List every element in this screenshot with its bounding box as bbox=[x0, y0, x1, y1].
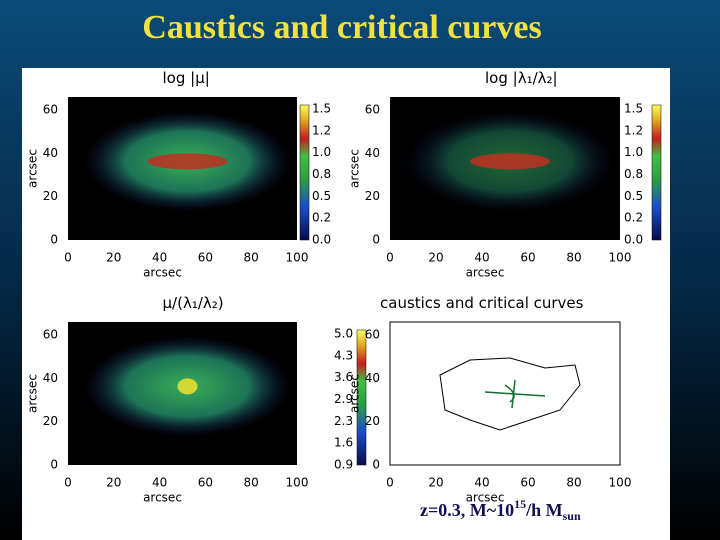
y-tick-label: 0 bbox=[372, 233, 380, 247]
colorbar-label: 1.0 bbox=[312, 145, 331, 159]
y-tick-label: 40 bbox=[43, 371, 58, 385]
x-axis-label: arcsec bbox=[143, 491, 182, 505]
x-tick-label: 100 bbox=[609, 251, 632, 265]
x-tick-label: 40 bbox=[152, 476, 167, 490]
x-tick-label: 20 bbox=[106, 476, 121, 490]
x-tick-label: 60 bbox=[198, 251, 213, 265]
colorbar-label: 1.2 bbox=[624, 123, 643, 137]
colorbar-label: 2.9 bbox=[334, 392, 353, 406]
critical-curve bbox=[439, 357, 581, 431]
colorbar-label: 1.6 bbox=[334, 436, 353, 450]
caustic bbox=[484, 379, 546, 409]
x-tick-label: 20 bbox=[428, 251, 443, 265]
map-core bbox=[147, 153, 228, 170]
y-axis-label: arcsec bbox=[348, 374, 362, 413]
x-tick-label: 0 bbox=[64, 251, 72, 265]
caption-unit: /h M bbox=[525, 500, 563, 520]
panel: μ/(λ₁/λ₂) 60 40 20 00 20 40 60 80 100 arcsec arcsec… bbox=[26, 294, 367, 505]
y-tick-label: 40 bbox=[365, 146, 380, 160]
colorbar-label: 2.3 bbox=[334, 414, 353, 428]
y-axis-label: arcsec bbox=[348, 149, 362, 188]
x-tick-label: 0 bbox=[64, 476, 72, 490]
y-axis-label: arcsec bbox=[26, 374, 40, 413]
colorbar-label: 0.2 bbox=[624, 211, 643, 225]
y-tick-label: 20 bbox=[365, 414, 380, 428]
x-tick-label: 40 bbox=[152, 251, 167, 265]
x-tick-label: 100 bbox=[286, 476, 309, 490]
x-tick-label: 60 bbox=[520, 476, 535, 490]
caption-exponent: 15 bbox=[514, 497, 526, 511]
colorbar bbox=[651, 104, 662, 241]
map-core bbox=[470, 153, 550, 170]
panel-title: log |λ₁/λ₂| bbox=[485, 69, 558, 87]
colorbar-label: 0.9 bbox=[334, 458, 353, 472]
x-tick-label: 100 bbox=[609, 476, 632, 490]
colorbar-label: 5.0 bbox=[334, 327, 353, 341]
y-tick-label: 40 bbox=[43, 146, 58, 160]
x-tick-label: 60 bbox=[198, 476, 213, 490]
x-axis-label: arcsec bbox=[466, 266, 505, 280]
caption: z=0.3, M~1015/h Msun bbox=[420, 497, 581, 523]
y-tick-label: 60 bbox=[365, 328, 380, 342]
colorbar-label: 1.5 bbox=[624, 102, 643, 116]
y-tick-label: 40 bbox=[365, 371, 380, 385]
colorbar-label: 0.8 bbox=[312, 167, 331, 181]
panel-title: log |μ| bbox=[163, 69, 210, 87]
y-tick-label: 0 bbox=[50, 458, 58, 472]
y-tick-label: 60 bbox=[43, 328, 58, 342]
colorbar-label: 1.2 bbox=[312, 123, 331, 137]
x-axis-label: arcsec bbox=[143, 266, 182, 280]
x-tick-label: 20 bbox=[106, 251, 121, 265]
colorbar-label: 4.3 bbox=[334, 348, 353, 362]
x-tick-label: 100 bbox=[286, 251, 309, 265]
y-axis-label: arcsec bbox=[26, 149, 40, 188]
colorbar-label: 0.0 bbox=[312, 233, 331, 247]
colorbar-label: 0.5 bbox=[624, 189, 643, 203]
colorbar bbox=[299, 104, 310, 241]
panel: caustics and critical curves 60 40 20 00 20 40… bbox=[348, 294, 632, 505]
y-tick-label: 20 bbox=[43, 189, 58, 203]
y-tick-label: 20 bbox=[365, 189, 380, 203]
panel: log |μ| 60 40 20 00 20 40 60 80 100 arcsec arcsec 1.… bbox=[26, 69, 332, 280]
colorbar-label: 0.5 bbox=[312, 189, 331, 203]
x-tick-label: 80 bbox=[244, 251, 259, 265]
colorbar bbox=[356, 329, 367, 466]
y-tick-label: 60 bbox=[365, 103, 380, 117]
y-tick-label: 60 bbox=[43, 103, 58, 117]
colorbar-label: 0.2 bbox=[312, 211, 331, 225]
colorbar-label: 0.8 bbox=[624, 167, 643, 181]
y-tick-label: 20 bbox=[43, 414, 58, 428]
x-tick-label: 80 bbox=[566, 476, 581, 490]
colorbar-label: 1.0 bbox=[624, 145, 643, 159]
panel: log |λ₁/λ₂| 60 40 20 00 20 40 60 80 100 arcsec arcs… bbox=[348, 69, 662, 280]
panel-title: caustics and critical curves bbox=[380, 294, 584, 312]
colorbar-label: 1.5 bbox=[312, 102, 331, 116]
caption-subscript: sun bbox=[563, 509, 581, 523]
y-tick-label: 0 bbox=[50, 233, 58, 247]
panel-title: μ/(λ₁/λ₂) bbox=[163, 294, 224, 312]
x-tick-label: 80 bbox=[566, 251, 581, 265]
y-tick-label: 0 bbox=[372, 458, 380, 472]
x-tick-label: 60 bbox=[520, 251, 535, 265]
x-tick-label: 80 bbox=[244, 476, 259, 490]
x-tick-label: 40 bbox=[474, 251, 489, 265]
colorbar-label: 0.0 bbox=[624, 233, 643, 247]
x-axis-label: arcsec bbox=[466, 491, 505, 505]
slide-title: Caustics and critical curves bbox=[142, 9, 541, 46]
x-tick-label: 40 bbox=[474, 476, 489, 490]
x-tick-label: 0 bbox=[386, 476, 394, 490]
x-tick-label: 20 bbox=[428, 476, 443, 490]
caption-text: z=0.3, M~10 bbox=[420, 500, 514, 520]
map-core bbox=[177, 378, 198, 395]
colorbar-label: 3.6 bbox=[334, 370, 353, 384]
x-tick-label: 0 bbox=[386, 251, 394, 265]
